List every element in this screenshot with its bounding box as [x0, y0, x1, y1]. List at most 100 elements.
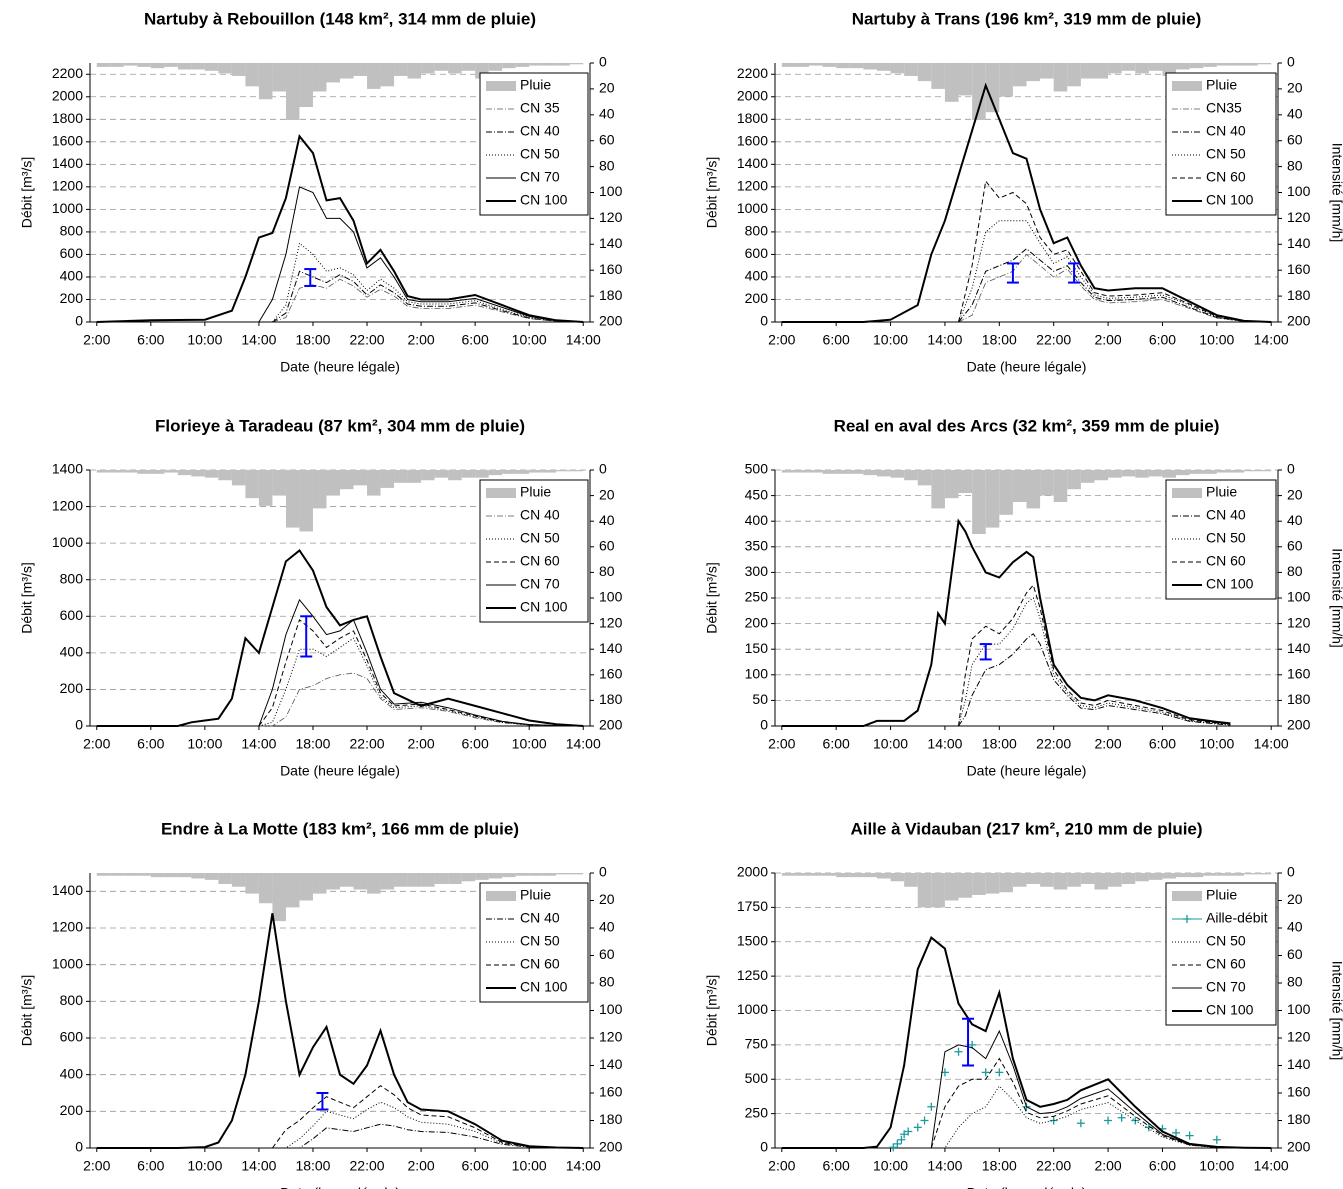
rain-bar	[123, 873, 138, 876]
rain-bar	[836, 63, 850, 69]
rain-bar	[258, 873, 273, 904]
x-tick-label: 6:00	[823, 1158, 850, 1174]
observed-point	[1212, 1135, 1221, 1144]
y2-tick-label: 180	[599, 1111, 623, 1127]
rain-bar	[1094, 873, 1109, 890]
rain-bar	[808, 63, 823, 66]
rain-bar	[1244, 873, 1258, 875]
flow-line	[258, 619, 584, 727]
rain-bar	[204, 873, 219, 880]
y-tick-label: 0	[760, 1139, 768, 1155]
y-axis-label: Débit [m³/s]	[704, 562, 720, 634]
y2-tick-label: 80	[1287, 974, 1303, 990]
flow-line	[958, 633, 1231, 727]
x-tick-label: 6:00	[823, 332, 850, 348]
rain-bar	[461, 470, 476, 478]
x-axis-label: Date (heure légale)	[280, 763, 400, 779]
y-tick-label: 1200	[52, 919, 83, 935]
rain-bar	[1121, 873, 1136, 884]
y-axis-label: Débit [m³/s]	[704, 975, 720, 1047]
flow-line	[930, 1029, 1272, 1149]
y-tick-label: 1250	[737, 967, 768, 983]
y2-tick-label: 160	[599, 261, 623, 277]
y-tick-label: 350	[745, 538, 769, 554]
rain-bar	[299, 63, 313, 108]
y-tick-label: 250	[745, 589, 769, 605]
rain-bar	[1094, 63, 1109, 79]
rain-bar	[340, 470, 354, 490]
rain-bar	[1189, 470, 1204, 474]
y-tick-label: 800	[745, 223, 769, 239]
rain-bar	[529, 63, 543, 66]
y-tick-label: 200	[60, 1102, 84, 1118]
legend-swatch	[486, 81, 516, 91]
rain-bar	[556, 873, 570, 875]
x-tick-label: 18:00	[982, 1158, 1017, 1174]
legend-label: CN 40	[520, 123, 560, 139]
chart-title: Nartuby à Rebouillon (148 km², 314 mm de…	[144, 9, 536, 28]
rain-bar	[944, 470, 959, 499]
rain-bar	[231, 873, 246, 887]
legend-label: Pluie	[520, 887, 551, 903]
observed-point	[889, 1143, 898, 1152]
rain-bar	[137, 63, 151, 67]
observed-point	[1076, 1119, 1085, 1128]
rain-bar	[326, 470, 340, 496]
y2-tick-label: 60	[599, 946, 615, 962]
x-tick-label: 6:00	[1149, 1158, 1176, 1174]
rain-bar	[326, 63, 340, 83]
legend-label: CN 50	[1206, 530, 1246, 546]
x-tick-label: 2:00	[83, 332, 110, 348]
y-tick-label: 200	[745, 290, 769, 306]
y2-tick-label: 40	[1287, 512, 1303, 528]
y2-axis-label: Intensité [mm/h]	[1329, 548, 1343, 648]
rain-bar	[218, 873, 232, 884]
rain-bar	[972, 63, 986, 120]
rain-bar	[448, 470, 462, 481]
rain-bar	[123, 470, 138, 473]
rain-bar	[1203, 470, 1217, 474]
y2-tick-label: 180	[1287, 691, 1311, 707]
x-tick-label: 10:00	[873, 332, 908, 348]
legend-label: CN 50	[1206, 933, 1246, 949]
rain-bar	[569, 470, 584, 472]
rain-bar	[1108, 873, 1122, 887]
rain-bar	[204, 63, 219, 71]
y-tick-label: 2000	[52, 87, 83, 103]
y2-tick-label: 0	[1287, 864, 1295, 880]
rain-bar	[353, 470, 368, 486]
rain-bar	[542, 63, 557, 66]
y-tick-label: 1500	[737, 932, 768, 948]
rain-bar	[312, 470, 327, 509]
y2-axis-label: Intensité [mm/h]	[1329, 961, 1343, 1061]
rain-bar	[890, 63, 905, 74]
y2-tick-label: 200	[599, 717, 623, 733]
rain-bar	[556, 63, 570, 66]
y-tick-label: 50	[752, 691, 768, 707]
rain-bar	[258, 63, 273, 100]
rain-bar	[795, 470, 809, 473]
flow-line	[96, 133, 584, 323]
y2-tick-label: 120	[1287, 209, 1311, 225]
rain-bar	[448, 63, 462, 74]
flow-line	[272, 1123, 584, 1149]
rain-bar	[299, 470, 313, 532]
legend-label: CN 60	[520, 553, 560, 569]
rain-bar	[502, 873, 516, 878]
y2-tick-label: 20	[599, 80, 615, 96]
legend-label: CN 70	[520, 576, 560, 592]
rain-bar	[529, 873, 543, 876]
x-tick-label: 14:00	[566, 332, 601, 348]
rain-bar	[876, 470, 891, 477]
y2-axis-label: Intensité [mm/h]	[1329, 143, 1343, 243]
rain-bar	[1176, 63, 1190, 70]
legend-label: CN 50	[520, 933, 560, 949]
rain-bar	[191, 873, 205, 879]
rain-bar	[150, 873, 165, 878]
legend-swatch	[1172, 81, 1202, 91]
observed-point	[897, 1135, 906, 1144]
y2-tick-label: 140	[1287, 235, 1311, 251]
rain-bar	[367, 63, 381, 89]
legend-label: CN35	[1206, 100, 1242, 116]
rain-bar	[999, 873, 1013, 893]
